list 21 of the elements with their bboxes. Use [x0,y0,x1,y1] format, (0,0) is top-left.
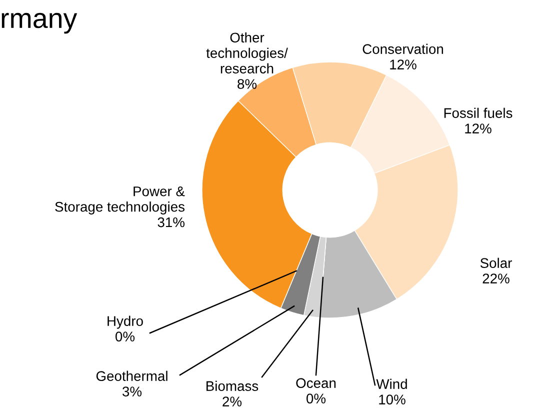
chart-title: rmany [2,12,78,34]
slice-label: Other technologies/ research [206,32,288,74]
category-label: Hydro [108,316,143,329]
data-label: 12% [390,60,416,70]
slice-label: Power & Storage technologies [55,186,185,214]
data-label: 12% [465,124,492,134]
data-label: 22% [482,274,510,284]
text: 0% [116,332,135,342]
slice-label: Conservation [362,44,444,54]
slice-label: Fossil fuels [444,108,512,118]
data-label: 31% [158,217,185,228]
data-label: 10% [379,394,406,404]
category-label: Ocean [296,378,336,388]
slice-label: Geothermal [96,370,168,381]
data-label: 3% [122,386,142,396]
data-label: 2% [222,396,242,406]
data-label: 8% [238,79,257,89]
slice-label: Solar [480,258,512,268]
slice-label: Wind [376,378,407,389]
text: 0% [306,394,326,404]
slice-label: Biomass [206,380,258,391]
